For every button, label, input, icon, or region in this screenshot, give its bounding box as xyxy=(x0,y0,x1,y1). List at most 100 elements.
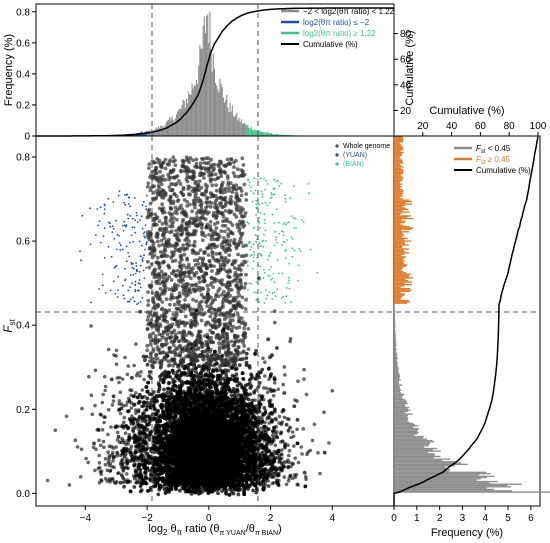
top-legend-cum: Cumulative (%) xyxy=(303,40,358,49)
top-histogram-bar xyxy=(174,118,176,136)
top-y-axis: 00.20.40.60.8 xyxy=(16,7,36,143)
top-histogram-bar xyxy=(163,127,165,136)
scatter-point xyxy=(235,376,240,381)
top-histogram-bar xyxy=(273,134,275,136)
top-histogram-bar xyxy=(231,105,233,136)
top-histogram-bar xyxy=(164,125,166,136)
scatter-point xyxy=(168,375,173,379)
top-histogram-bar xyxy=(287,134,289,136)
top-histogram-bar xyxy=(269,133,271,136)
top-histogram-bar xyxy=(267,132,269,136)
scatter-point xyxy=(178,488,182,493)
scatter-point xyxy=(216,491,220,496)
scatter-point xyxy=(218,368,223,373)
top-right-tick-label: 20 xyxy=(400,106,412,117)
scatter-point xyxy=(234,372,239,377)
top-legend-right: log2(θπ ratio) ≥ 1.22 xyxy=(303,29,376,38)
top-histogram-bar xyxy=(283,134,285,136)
top-histogram-bar xyxy=(215,83,217,136)
top-histogram-bar xyxy=(178,109,180,136)
top-histogram-bar xyxy=(191,83,193,136)
top-histogram-bar xyxy=(218,92,220,136)
top-histogram-bar xyxy=(277,133,279,136)
top-histogram-bar xyxy=(238,117,240,136)
top-histogram-bar xyxy=(209,11,211,137)
top-histogram-bar xyxy=(242,123,245,136)
top-histogram-bar xyxy=(197,83,199,136)
top-histogram-bar xyxy=(211,71,213,136)
scatter-point xyxy=(157,487,162,492)
scatter-point xyxy=(229,393,234,398)
top-histogram-bar xyxy=(230,111,232,136)
top-right-tick-label: 40 xyxy=(400,80,412,91)
top-histogram-bar xyxy=(153,130,155,136)
top-histogram-bar xyxy=(237,120,239,136)
top-histogram-bar xyxy=(165,122,167,136)
top-histogram-bar xyxy=(179,108,181,136)
top-histogram-bar xyxy=(150,131,152,136)
scatter-point xyxy=(116,434,121,439)
top-histogram-bar xyxy=(225,100,227,136)
scatter-point xyxy=(224,371,228,376)
top-histogram-bar xyxy=(170,119,172,136)
top-histogram-bar xyxy=(152,131,154,136)
scatter-point xyxy=(145,362,150,367)
top-histogram-bar xyxy=(282,134,284,136)
top-histogram-bar xyxy=(258,130,260,136)
scatter-point xyxy=(171,377,176,382)
top-histogram-bar xyxy=(248,127,250,136)
top-histogram-bar xyxy=(247,125,249,136)
top-histogram-bar xyxy=(161,126,163,136)
top-histogram-bar xyxy=(210,49,212,136)
top-histogram-bar xyxy=(221,87,223,136)
top-histogram-bar xyxy=(279,134,282,136)
top-histogram-bar xyxy=(222,97,224,136)
top-right-tick-label: 60 xyxy=(400,55,412,66)
scatter-point xyxy=(144,354,149,359)
top-legend-mid: −2 < log2(θπ ratio) < 1.22 xyxy=(303,7,395,16)
scatter-panel: −4 −2 0 2 4 0.00.20.40.60.8 log2 θπ ratio (θ… xyxy=(1,135,540,537)
top-histogram-bar xyxy=(198,65,200,136)
scatter-point xyxy=(194,370,198,374)
scatter-point xyxy=(156,381,161,386)
scatter-point xyxy=(157,387,162,392)
scatter-point xyxy=(190,368,195,372)
top-histogram-bar xyxy=(274,134,276,136)
scatter-point xyxy=(224,397,229,402)
top-legend: −2 < log2(θπ ratio) < 1.22 log2(θπ ratio… xyxy=(281,7,395,49)
scatter-point xyxy=(230,373,235,378)
top-histogram-bar xyxy=(162,125,164,136)
scatter-point xyxy=(111,394,116,399)
top-y-tick-label: 0.4 xyxy=(16,69,30,80)
scatter-points xyxy=(45,155,335,497)
top-histogram-bar xyxy=(217,89,219,136)
scatter-point xyxy=(236,492,241,497)
scatter-point xyxy=(145,327,150,331)
top-histogram-bar xyxy=(244,122,246,136)
top-histogram-bar xyxy=(260,131,262,136)
top-histogram-bar xyxy=(255,129,257,136)
top-histogram-bar xyxy=(259,131,261,136)
scatter-point xyxy=(251,488,256,493)
top-right-tick-label: 80 xyxy=(400,29,412,40)
top-histogram-bar xyxy=(216,85,218,136)
top-histogram-bar xyxy=(180,109,182,136)
top-histogram-bar xyxy=(276,133,278,136)
top-histogram-bar xyxy=(189,94,191,136)
top-histogram-bar xyxy=(184,108,186,136)
top-histogram-bar xyxy=(286,134,288,136)
top-histogram-bar xyxy=(219,78,221,136)
top-histogram-bar xyxy=(232,116,235,136)
top-histogram-bar xyxy=(154,129,156,136)
top-y-tick-label: 0 xyxy=(24,132,30,143)
top-histogram-bar xyxy=(182,99,184,136)
top-histogram-bar xyxy=(172,119,174,136)
top-ylabel-right: Cumulative (%) xyxy=(404,30,416,105)
scatter-point xyxy=(187,370,191,374)
top-histogram-bar xyxy=(220,83,222,136)
scatter-point xyxy=(235,383,240,388)
scatter-point xyxy=(132,485,137,489)
top-histogram-bar xyxy=(227,107,229,136)
top-y-tick-label: 0.6 xyxy=(16,38,30,49)
top-y-tick-label: 0.2 xyxy=(16,100,30,111)
